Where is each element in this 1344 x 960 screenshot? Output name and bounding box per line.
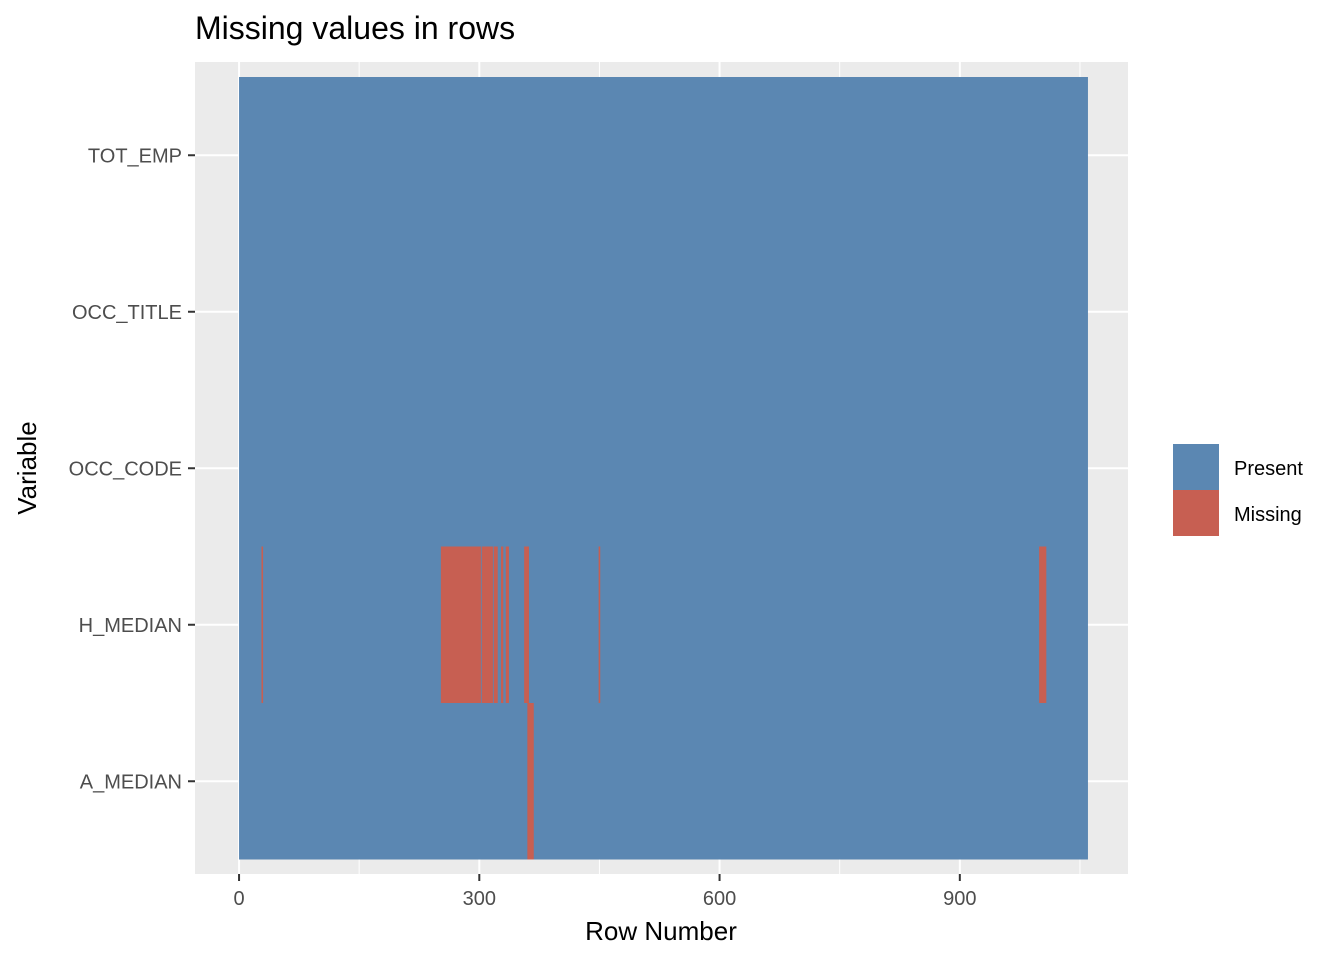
legend-label-missing: Missing [1234,504,1302,526]
missing-tile [1039,546,1047,703]
legend-swatch-present [1173,444,1219,490]
x-tick-label: 900 [943,888,976,910]
legend: Present Missing [1173,444,1303,536]
y-tick-label: H_MEDIAN [79,615,182,637]
missing-tile [500,546,504,703]
x-tick-label: 600 [703,888,736,910]
x-axis: 0 300 600 900 [233,874,977,910]
missing-tile [493,546,498,703]
missing-tile [524,546,529,703]
x-axis-title: Row Number [585,916,737,946]
missing-tile [505,546,509,703]
missing-tile [527,703,534,860]
x-tick-label: 0 [233,888,244,910]
missing-tile [481,546,493,703]
missing-tile [440,546,481,703]
missing-tile [261,546,264,703]
y-tick-label: OCC_CODE [69,458,182,480]
x-tick-label: 300 [463,888,496,910]
chart-title: Missing values in rows [195,10,515,46]
present-tiles [239,77,1088,860]
legend-label-present: Present [1234,458,1303,480]
y-axis-title: Variable [12,421,42,514]
missing-tile [598,546,601,703]
y-tick-label: OCC_TITLE [72,302,182,324]
y-axis: A_MEDIAN H_MEDIAN OCC_CODE OCC_TITLE TOT_EMP [69,145,195,793]
legend-swatch-missing [1173,490,1219,536]
y-tick-label: TOT_EMP [88,145,182,167]
tiles [239,77,1088,860]
y-tick-label: A_MEDIAN [80,771,182,793]
